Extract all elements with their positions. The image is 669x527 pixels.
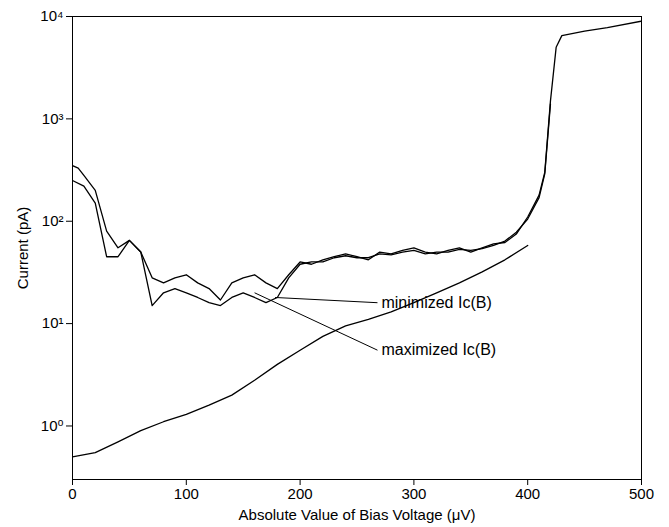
svg-text:Current (pA): Current (pA) [14,207,31,290]
svg-text:minimized Ic(B): minimized Ic(B) [381,294,491,311]
svg-text:10⁴: 10⁴ [40,7,63,24]
svg-text:10²: 10² [42,212,64,229]
svg-text:300: 300 [401,485,426,502]
svg-text:maximized Ic(B): maximized Ic(B) [381,341,496,358]
svg-text:200: 200 [288,485,313,502]
svg-text:10⁰: 10⁰ [41,417,64,434]
svg-text:10¹: 10¹ [42,314,64,331]
svg-text:10³: 10³ [42,110,64,127]
svg-text:Absolute Value of Bias Voltage: Absolute Value of Bias Voltage (μV) [239,506,476,523]
svg-text:500: 500 [629,485,654,502]
svg-text:100: 100 [174,485,199,502]
svg-text:0: 0 [68,485,76,502]
svg-text:400: 400 [515,485,540,502]
